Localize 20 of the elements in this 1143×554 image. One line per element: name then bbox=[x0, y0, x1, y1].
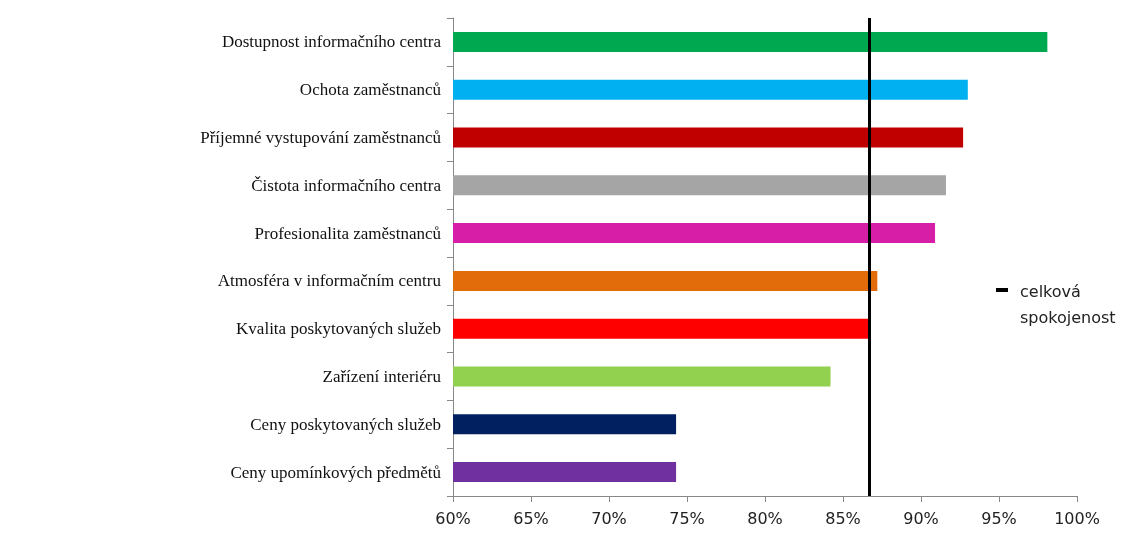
y-tick-label: Zařízení interiéru bbox=[322, 367, 442, 386]
y-tick-label: Ceny poskytovaných služeb bbox=[250, 414, 441, 434]
y-tick-label: Čistota informačního centra bbox=[251, 175, 442, 195]
x-tick-label: 90% bbox=[903, 508, 939, 528]
x-tick-label: 85% bbox=[825, 508, 861, 528]
x-tick-label: 60% bbox=[435, 508, 471, 528]
y-tick-label: Atmosféra v informačním centru bbox=[217, 271, 442, 291]
x-tick-label: 100% bbox=[1054, 508, 1100, 528]
x-tick-label: 70% bbox=[591, 508, 627, 528]
y-tick-label: Ochota zaměstnanců bbox=[299, 80, 442, 100]
x-tick-label: 75% bbox=[669, 508, 705, 528]
x-tick-label: 95% bbox=[981, 508, 1017, 528]
y-tick-label: Profesionalita zaměstnanců bbox=[254, 223, 442, 243]
x-tick-label: 80% bbox=[747, 508, 783, 528]
y-tick-label: Ceny upomínkových předmětů bbox=[230, 462, 442, 482]
y-tick-label: Příjemné vystupování zaměstnanců bbox=[200, 128, 442, 147]
x-tick-label: 65% bbox=[513, 508, 549, 528]
y-tick-label: Dostupnost informačního centra bbox=[221, 32, 442, 52]
ref-line-label: celková spokojenost bbox=[1020, 281, 1116, 327]
y-tick-label: Kvalita poskytovaných služeb bbox=[236, 319, 441, 339]
